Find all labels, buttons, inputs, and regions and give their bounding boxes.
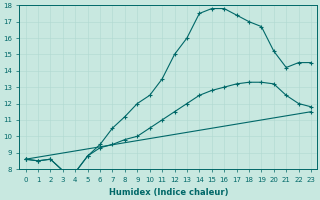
- X-axis label: Humidex (Indice chaleur): Humidex (Indice chaleur): [108, 188, 228, 197]
